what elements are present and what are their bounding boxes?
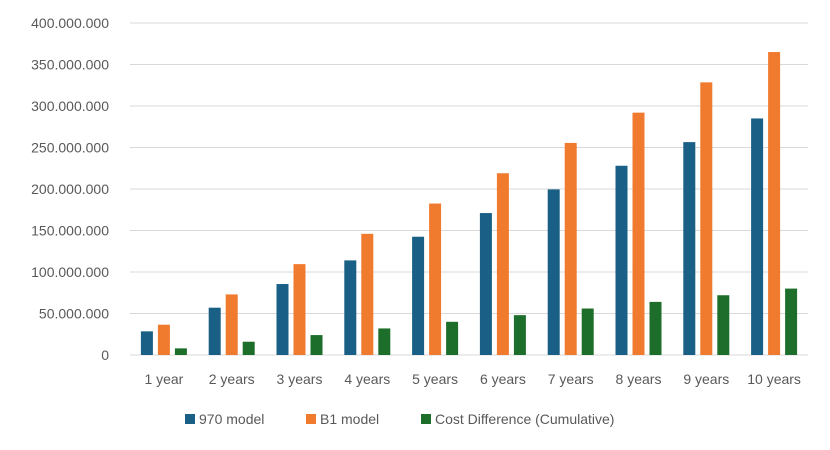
bar-1-3 bbox=[276, 284, 289, 355]
bar-3-3 bbox=[310, 335, 323, 355]
bar-1-1 bbox=[140, 331, 153, 355]
bar-1-7 bbox=[547, 189, 560, 355]
bar-3-9 bbox=[717, 295, 730, 355]
bar-3-10 bbox=[785, 288, 798, 355]
bar-1-10 bbox=[751, 118, 764, 355]
bar-1-9 bbox=[683, 142, 696, 355]
bar-3-7 bbox=[581, 308, 594, 355]
bar-3-1 bbox=[174, 348, 187, 355]
legend-item: Cost Difference (Cumulative) bbox=[421, 411, 614, 427]
bars bbox=[140, 52, 798, 356]
bar-3-5 bbox=[446, 321, 459, 355]
legend-label: Cost Difference (Cumulative) bbox=[435, 411, 614, 427]
bar-2-1 bbox=[157, 324, 170, 355]
x-tick-label: 7 years bbox=[548, 371, 594, 387]
legend-item: 970 model bbox=[185, 411, 264, 427]
y-tick-label: 50.000.000 bbox=[39, 306, 109, 322]
x-tick-label: 5 years bbox=[412, 371, 458, 387]
y-tick-label: 400.000.000 bbox=[31, 15, 109, 31]
x-tick-label: 3 years bbox=[277, 371, 323, 387]
y-tick-label: 300.000.000 bbox=[31, 98, 109, 114]
bar-2-4 bbox=[361, 233, 374, 355]
x-tick-label: 2 years bbox=[209, 371, 255, 387]
y-tick-label: 350.000.000 bbox=[31, 57, 109, 73]
y-axis: 0 50.000.000 100.000.000 150.000.000 200.000… bbox=[31, 15, 109, 363]
y-tick-label: 250.000.000 bbox=[31, 140, 109, 156]
bar-2-2 bbox=[225, 294, 238, 355]
bar-3-4 bbox=[378, 328, 391, 355]
bar-2-5 bbox=[429, 203, 442, 355]
legend: 970 model B1 model Cost Difference (Cumula… bbox=[185, 411, 614, 427]
bar-2-9 bbox=[700, 82, 713, 355]
bar-3-8 bbox=[649, 301, 662, 355]
x-axis: 1 year 2 years 3 years 4 years 5 years 6 year… bbox=[144, 371, 801, 387]
bar-1-2 bbox=[208, 307, 221, 355]
gridlines bbox=[130, 22, 808, 356]
legend-swatch bbox=[185, 414, 195, 424]
y-tick-label: 100.000.000 bbox=[31, 264, 109, 280]
legend-swatch bbox=[421, 414, 431, 424]
bar-1-8 bbox=[615, 165, 628, 355]
x-tick-label: 10 years bbox=[747, 371, 801, 387]
y-tick-label: 0 bbox=[101, 347, 109, 363]
bar-3-6 bbox=[513, 315, 526, 355]
bar-1-4 bbox=[344, 260, 357, 355]
bar-2-10 bbox=[768, 52, 781, 356]
y-tick-label: 150.000.000 bbox=[31, 223, 109, 239]
y-tick-label: 200.000.000 bbox=[31, 181, 109, 197]
legend-swatch bbox=[306, 414, 316, 424]
bar-1-5 bbox=[412, 236, 425, 355]
legend-label: B1 model bbox=[320, 411, 379, 427]
bar-2-8 bbox=[632, 112, 645, 355]
x-tick-label: 1 year bbox=[144, 371, 183, 387]
bar-3-2 bbox=[242, 341, 255, 355]
x-tick-label: 4 years bbox=[344, 371, 390, 387]
bar-2-7 bbox=[564, 142, 577, 355]
legend-item: B1 model bbox=[306, 411, 379, 427]
x-tick-label: 6 years bbox=[480, 371, 526, 387]
bar-1-6 bbox=[479, 213, 492, 355]
legend-label: 970 model bbox=[199, 411, 264, 427]
x-tick-label: 8 years bbox=[616, 371, 662, 387]
bar-2-6 bbox=[496, 173, 509, 355]
x-tick-label: 9 years bbox=[683, 371, 729, 387]
bar-2-3 bbox=[293, 264, 306, 355]
